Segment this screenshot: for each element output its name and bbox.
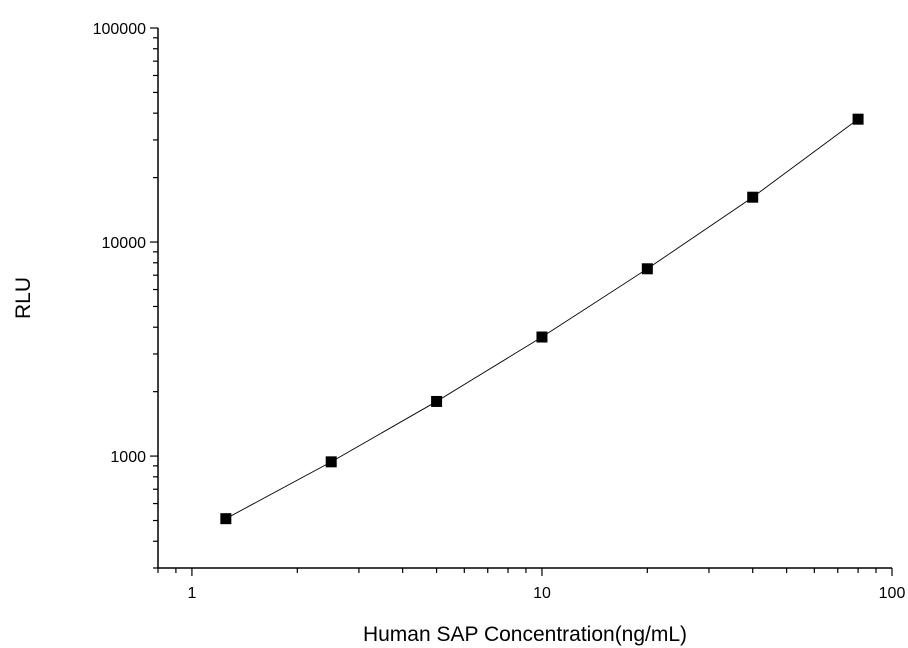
- tick-labels: 1 10 100 1000 10000 100000: [93, 21, 906, 602]
- x-axis-title: Human SAP Concentration(ng/mL): [363, 623, 687, 646]
- data-point-marker: [641, 263, 653, 275]
- y-tick-label: 1000: [110, 449, 146, 466]
- data-point-marker: [852, 113, 864, 125]
- data-point-marker: [220, 513, 232, 525]
- data-point-marker: [747, 191, 759, 203]
- axis-ticks: [150, 27, 893, 576]
- data-point-marker: [536, 331, 548, 343]
- y-axis-title: RLU: [12, 277, 35, 319]
- series-line: [225, 118, 859, 520]
- axes: [157, 28, 892, 569]
- x-tick-label: 10: [533, 585, 551, 602]
- data-point-marker: [431, 395, 443, 407]
- data-point-marker: [325, 456, 337, 468]
- x-tick-label: 100: [879, 585, 906, 602]
- series-line-group: [225, 118, 859, 520]
- x-tick-label: 1: [187, 585, 196, 602]
- y-tick-label: 10000: [102, 235, 147, 252]
- y-tick-label: 100000: [93, 21, 146, 38]
- data-points: [220, 113, 864, 525]
